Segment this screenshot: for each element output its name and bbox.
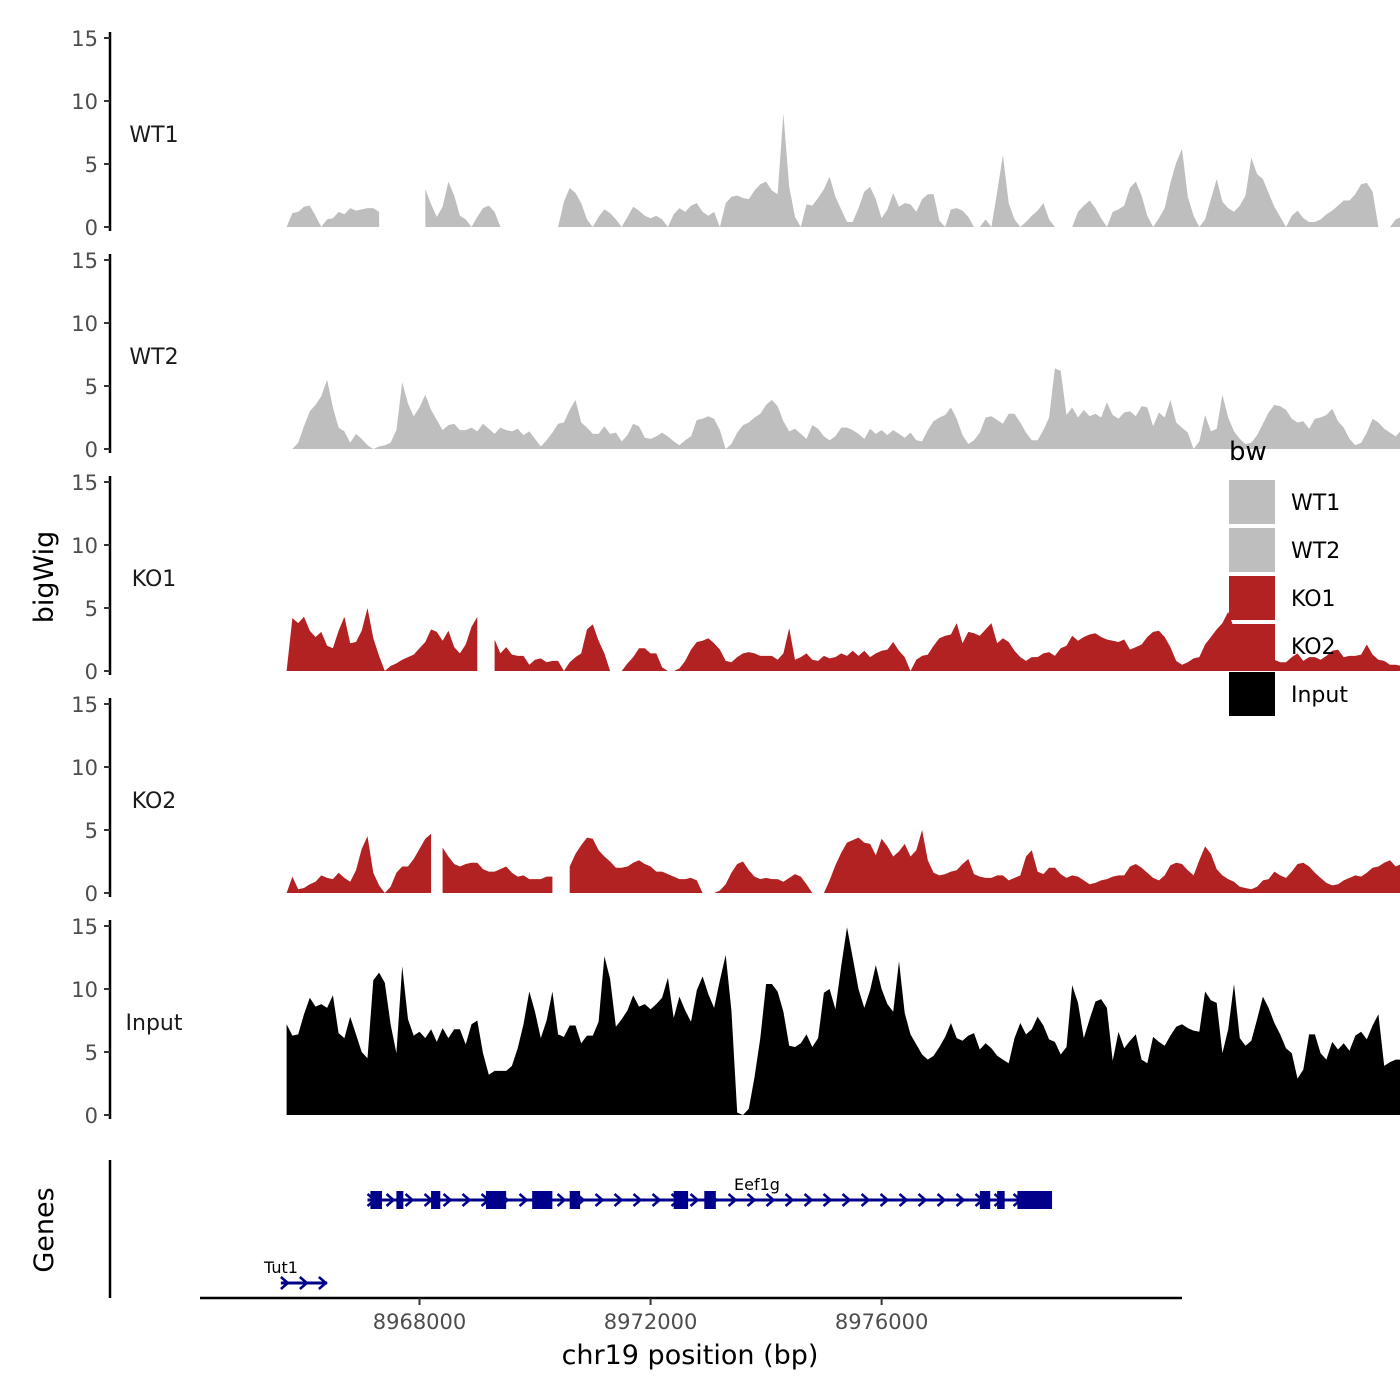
strand-arrow xyxy=(461,1193,472,1207)
area-input xyxy=(286,927,1400,1115)
strand-arrow xyxy=(879,1193,890,1207)
y-tick-label: 0 xyxy=(85,216,98,240)
y-tick-label: 0 xyxy=(85,438,98,462)
gene-label-tut1: Tut1 xyxy=(263,1258,298,1277)
legend: bw WT1 WT2 KO1 KO2 Input xyxy=(1229,437,1348,716)
strand-arrow xyxy=(613,1193,624,1207)
area-wt2 xyxy=(292,368,1400,449)
y-tick-label: 5 xyxy=(85,1041,98,1065)
y-tick-label: 5 xyxy=(85,153,98,177)
y-tick-label: 10 xyxy=(71,312,98,336)
legend-key-wt1 xyxy=(1229,480,1275,524)
strand-arrow xyxy=(841,1193,852,1207)
legend-key-wt2 xyxy=(1229,528,1275,572)
strand-arrow xyxy=(803,1193,814,1207)
legend-key-input xyxy=(1229,672,1275,716)
legend-label-input: Input xyxy=(1291,683,1348,708)
legend-key-ko2 xyxy=(1229,624,1275,668)
strand-arrow xyxy=(917,1193,928,1207)
track-label-ko1: KO1 xyxy=(132,567,177,592)
x-axis-title: chr19 position (bp) xyxy=(562,1340,819,1371)
exon xyxy=(673,1191,689,1209)
y-tick-label: 10 xyxy=(71,978,98,1002)
track-label-ko2: KO2 xyxy=(132,789,177,814)
y-tick-label: 10 xyxy=(71,90,98,114)
exon xyxy=(1017,1191,1053,1209)
strand-arrow xyxy=(442,1193,453,1207)
legend-label-wt1: WT1 xyxy=(1291,491,1340,516)
legend-label-wt2: WT2 xyxy=(1291,539,1340,564)
y-tick-label: 0 xyxy=(85,660,98,684)
exon xyxy=(485,1191,507,1209)
y-tick-label: 10 xyxy=(71,534,98,558)
legend-title: bw xyxy=(1229,437,1267,467)
strand-arrow xyxy=(746,1193,757,1207)
strand-arrow xyxy=(385,1193,396,1207)
y-tick-label: 0 xyxy=(85,882,98,906)
track-input: 0 5 10 15 Input xyxy=(71,915,1400,1128)
genes-axis-title: Genes xyxy=(29,1187,60,1272)
legend-label-ko1: KO1 xyxy=(1291,587,1336,612)
track-label-wt1: WT1 xyxy=(129,123,178,148)
gene-eef1g: Eef1g xyxy=(366,1175,1053,1209)
track-wt2: 0 5 10 15 WT2 xyxy=(71,249,1400,462)
strand-arrow xyxy=(404,1193,415,1207)
legend-label-ko2: KO2 xyxy=(1291,635,1336,660)
exon xyxy=(997,1191,1005,1209)
x-tick-label: 8976000 xyxy=(835,1310,929,1334)
y-tick-label: 15 xyxy=(71,27,98,51)
x-axis: 8968000 8972000 8976000 xyxy=(200,1296,1182,1334)
strand-arrow xyxy=(784,1193,795,1207)
y-tick-label: 5 xyxy=(85,819,98,843)
track-ko2: 0 5 10 15 KO2 xyxy=(71,693,1400,906)
y-tick-label: 15 xyxy=(71,249,98,273)
track-label-input: Input xyxy=(126,1011,183,1036)
x-tick-label: 8972000 xyxy=(604,1310,698,1334)
strand-arrow xyxy=(299,1276,309,1290)
strand-arrow xyxy=(280,1276,290,1290)
exon xyxy=(569,1191,581,1209)
area-ko1 xyxy=(286,608,1400,671)
strand-arrow xyxy=(632,1193,643,1207)
signal-tracks: 0 5 10 15 WT1 0 5 10 15 WT2 0 5 10 15 KO1 0 5 10 15 KO2 0 5 10… xyxy=(71,27,1400,1128)
y-tick-label: 5 xyxy=(85,597,98,621)
y-tick-label: 5 xyxy=(85,375,98,399)
exon xyxy=(396,1191,404,1209)
strand-arrow xyxy=(518,1193,529,1207)
y-tick-label: 15 xyxy=(71,915,98,939)
strand-arrow xyxy=(860,1193,871,1207)
strand-arrow xyxy=(727,1193,738,1207)
y-axis-title: bigWig xyxy=(29,531,60,624)
strand-arrow xyxy=(822,1193,833,1207)
strand-arrow xyxy=(594,1193,605,1207)
gene-track: Tut1 Eef1g xyxy=(108,1160,1053,1298)
exon xyxy=(532,1191,553,1209)
gene-tut1: Tut1 xyxy=(263,1258,328,1290)
gene-label-eef1g: Eef1g xyxy=(734,1175,780,1194)
strand-arrow xyxy=(898,1193,909,1207)
legend-key-ko1 xyxy=(1229,576,1275,620)
y-tick-label: 15 xyxy=(71,471,98,495)
strand-arrow xyxy=(936,1193,947,1207)
strand-arrow xyxy=(651,1193,662,1207)
y-tick-label: 10 xyxy=(71,756,98,780)
strand-arrow xyxy=(556,1193,567,1207)
exon xyxy=(979,1191,991,1209)
y-tick-label: 0 xyxy=(85,1104,98,1128)
area-ko2 xyxy=(286,830,1400,893)
track-ko1: 0 5 10 15 KO1 xyxy=(71,471,1400,684)
exon xyxy=(704,1191,716,1209)
strand-arrow xyxy=(765,1193,776,1207)
track-label-wt2: WT2 xyxy=(129,345,178,370)
strand-arrow xyxy=(689,1193,700,1207)
x-tick-label: 8968000 xyxy=(373,1310,467,1334)
area-wt1 xyxy=(286,113,1400,227)
exon xyxy=(370,1191,382,1209)
exon xyxy=(431,1191,441,1209)
strand-arrow xyxy=(318,1276,328,1290)
strand-arrow xyxy=(955,1193,966,1207)
y-tick-label: 15 xyxy=(71,693,98,717)
track-wt1: 0 5 10 15 WT1 xyxy=(71,27,1400,240)
